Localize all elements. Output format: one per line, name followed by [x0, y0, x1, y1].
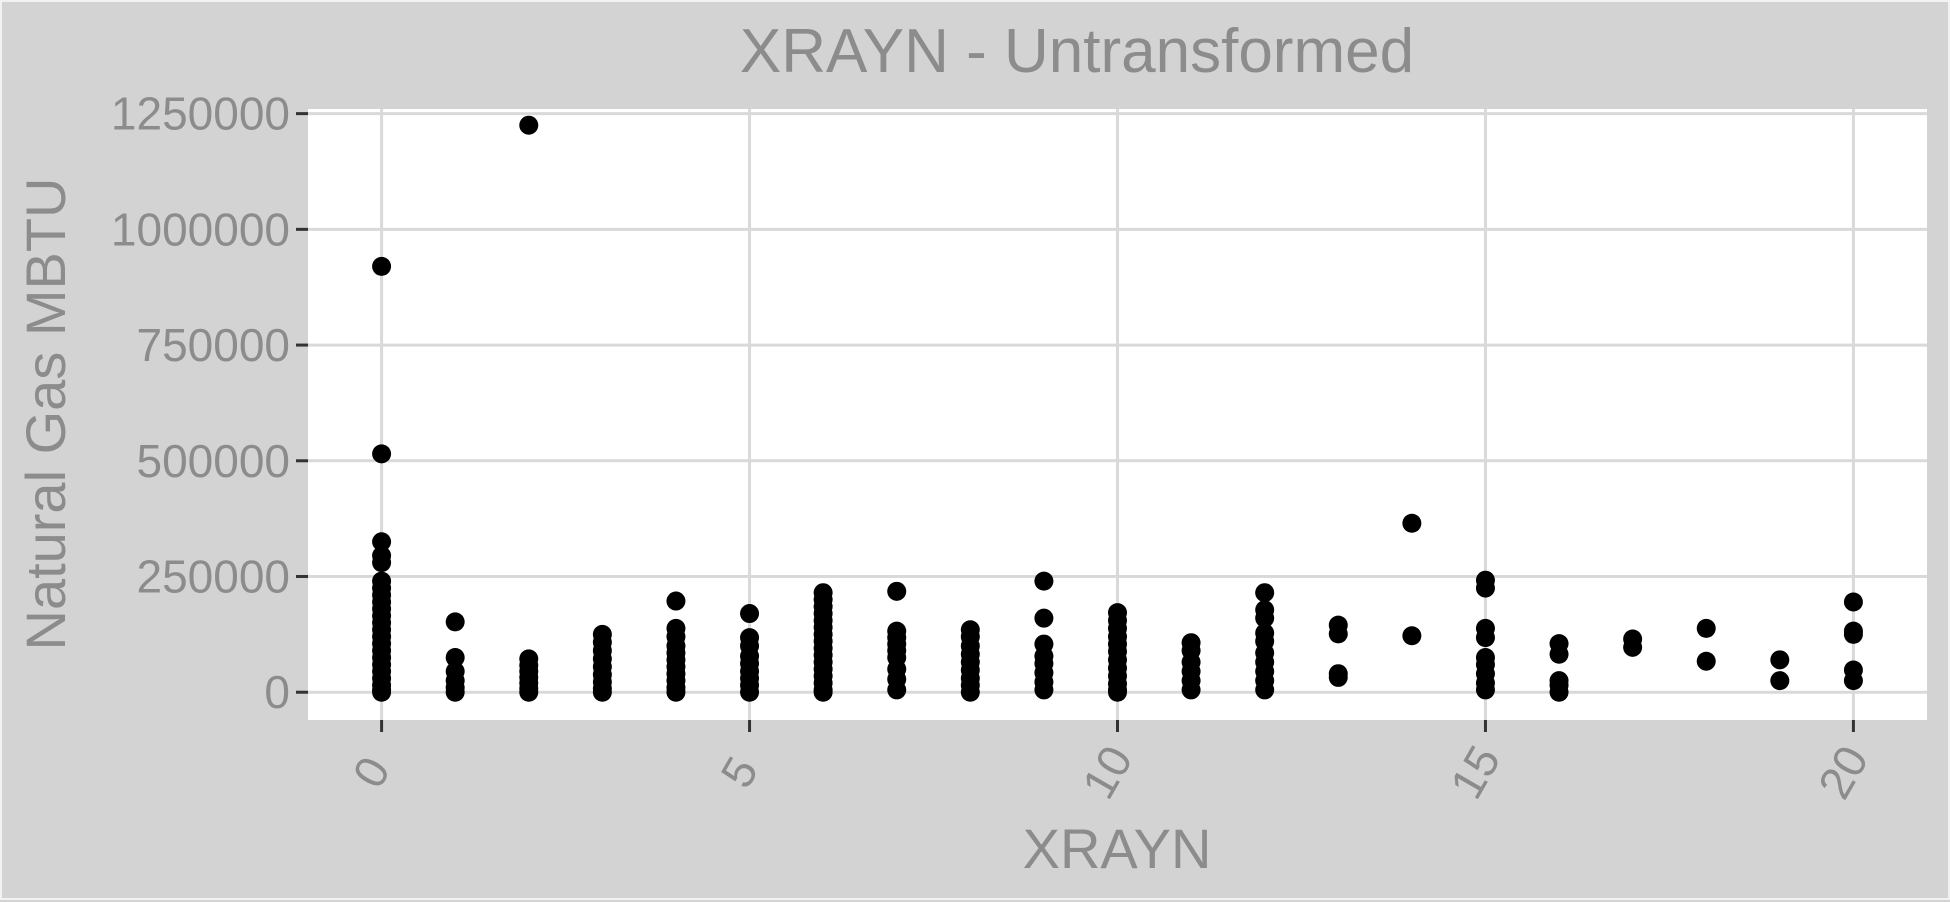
chart-title: XRAYN - Untransformed [740, 17, 1414, 86]
x-tick-label: 5 [710, 748, 768, 796]
data-point [1549, 644, 1569, 664]
y-axis-title: Natural Gas MBTU [14, 178, 77, 651]
data-point [887, 581, 907, 601]
data-point [666, 682, 686, 702]
data-point [1843, 671, 1863, 691]
y-tick-label: 1250000 [111, 88, 290, 140]
data-point [1328, 624, 1348, 644]
data-point [592, 682, 612, 702]
y-tick-label: 1000000 [111, 203, 290, 255]
data-point [1181, 680, 1201, 700]
data-point [1034, 571, 1054, 591]
y-tick-label: 250000 [137, 551, 291, 603]
data-point [1475, 578, 1495, 598]
data-point [1549, 682, 1569, 702]
data-point [1623, 637, 1643, 657]
data-point [1034, 608, 1054, 628]
data-point [1843, 592, 1863, 612]
data-point [813, 682, 833, 702]
data-point [1696, 618, 1716, 638]
data-point [1770, 671, 1790, 691]
data-point [1696, 651, 1716, 671]
x-tick-label: 15 [1440, 737, 1511, 807]
data-point [1255, 583, 1275, 603]
data-point [1475, 680, 1495, 700]
data-point [1843, 624, 1863, 644]
x-tick-label: 10 [1072, 737, 1143, 807]
data-point [666, 591, 686, 611]
data-point [1255, 608, 1275, 628]
data-point [740, 682, 760, 702]
data-point [519, 115, 539, 135]
data-point [372, 532, 392, 552]
data-point [960, 682, 980, 702]
data-point [1475, 628, 1495, 648]
y-tick-label: 750000 [137, 319, 291, 371]
data-point [1034, 680, 1054, 700]
data-point [519, 682, 539, 702]
data-point [445, 648, 465, 668]
data-point [1108, 682, 1127, 702]
data-point [1402, 513, 1422, 533]
grid-lines [308, 109, 1927, 720]
data-point [1328, 667, 1348, 687]
data-point [372, 553, 392, 573]
x-tick-label: 0 [342, 748, 400, 796]
data-point [372, 444, 392, 464]
data-point [445, 682, 465, 702]
y-tick-label: 500000 [137, 435, 291, 487]
data-point [1770, 650, 1790, 670]
data-point [740, 604, 760, 624]
data-points [372, 115, 1863, 702]
data-point [372, 682, 392, 702]
data-point [887, 680, 907, 700]
x-tick-label: 20 [1808, 737, 1879, 807]
y-tick-label: 0 [264, 666, 290, 718]
x-axis-title: XRAYN [1023, 817, 1212, 880]
data-point [445, 612, 465, 632]
data-point [372, 256, 392, 276]
data-point [1255, 680, 1275, 700]
data-point [1402, 626, 1422, 646]
